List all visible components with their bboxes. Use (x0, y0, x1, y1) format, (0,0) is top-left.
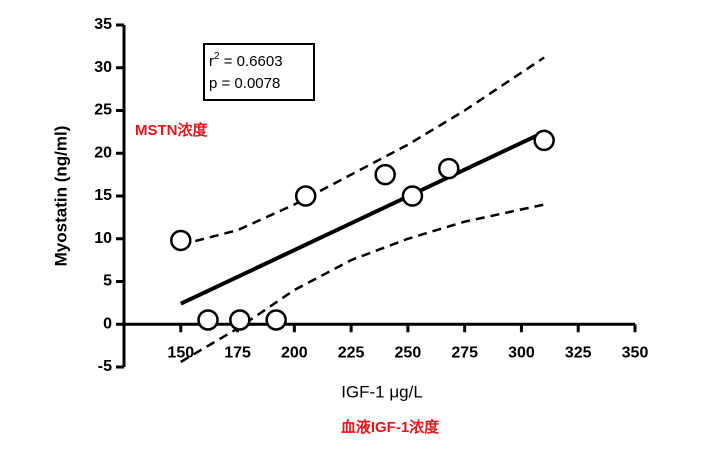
y-tick-label: 0 (103, 315, 112, 332)
y-tick-label: 5 (103, 273, 112, 290)
y-caption: MSTN浓度 (135, 121, 208, 139)
y-tick-label: 15 (94, 187, 112, 204)
point (438, 157, 460, 180)
y-tick-label: 20 (94, 144, 112, 161)
x-tick-label: 225 (338, 344, 365, 361)
point (197, 309, 219, 331)
y-tick-label: -5 (98, 358, 112, 375)
x-axis-label: IGF-1 μg/L (341, 382, 423, 401)
x-tick-label: 250 (395, 344, 422, 361)
point (265, 309, 287, 331)
p-value: p = 0.0078 (209, 75, 280, 92)
y-tick-label: 10 (94, 230, 112, 247)
y-tick-label: 30 (94, 59, 112, 76)
x-tick-label: 275 (451, 344, 478, 361)
point (294, 185, 317, 207)
confidence-upper (180, 56, 545, 246)
point (170, 229, 192, 252)
stats-box (203, 43, 315, 101)
x-tick-label: 175 (224, 344, 251, 361)
x-tick-label: 150 (167, 344, 194, 361)
x-tick-label: 300 (508, 344, 535, 361)
x-caption: 血液IGF-1浓度 (341, 418, 440, 436)
point (374, 163, 396, 186)
y-tick-label: 25 (94, 102, 112, 119)
x-tick-label: 325 (565, 344, 592, 361)
x-tick-label: 350 (622, 344, 649, 361)
confidence-lower (180, 203, 545, 363)
y-axis-label: Myostatin (ng/ml) (51, 126, 70, 267)
y-tick-label: 35 (94, 16, 112, 33)
point (229, 309, 251, 331)
regression-line (179, 129, 548, 306)
x-tick-label: 200 (281, 344, 308, 361)
r-squared: r2 = 0.6603 (209, 51, 283, 70)
point (533, 129, 555, 152)
point (401, 185, 424, 207)
